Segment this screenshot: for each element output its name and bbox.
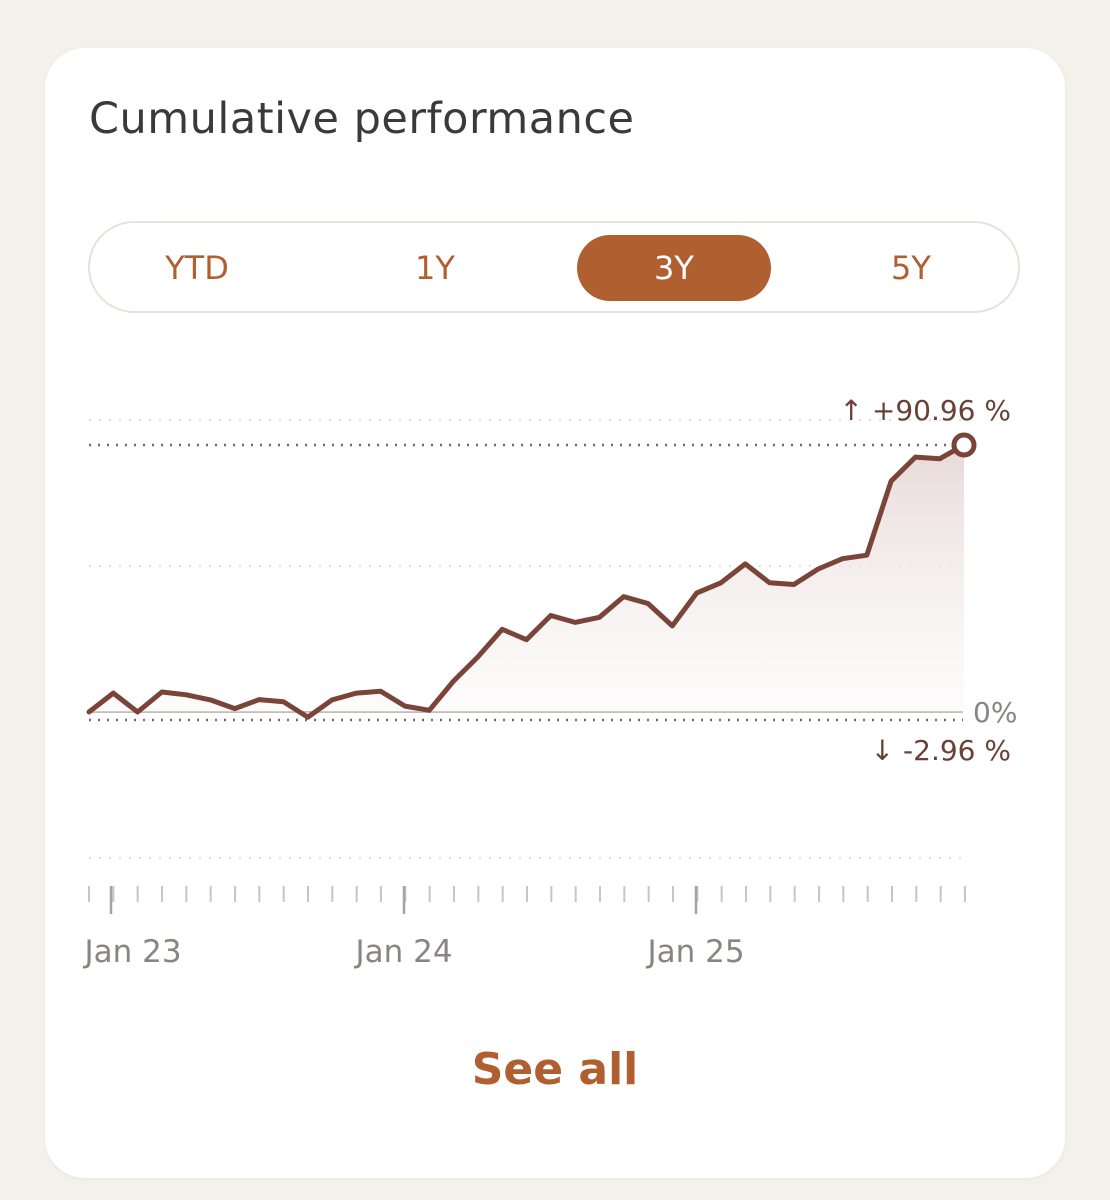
tab-5y[interactable]: 5Y [891,249,931,287]
see-all-link[interactable]: See all [471,1044,639,1095]
x-tick-label-jan23: Jan 23 [82,934,181,970]
x-tick-label-jan25: Jan 25 [645,934,744,970]
min-annotation: ↓ -2.96 % [871,734,1011,767]
x-tick-label-jan24: Jan 24 [353,934,452,970]
tab-1y[interactable]: 1Y [415,249,455,287]
card-title: Cumulative performance [89,94,635,144]
range-selector: YTD 1Y 3Y 5Y [88,221,1020,313]
performance-chart: ↑ +90.96 % ↓ -2.96 % 0% Jan 23 Jan 24 Ja… [82,394,1017,970]
tab-ytd[interactable]: YTD [165,249,229,287]
zero-axis-label: 0% [973,696,1017,729]
performance-area [89,445,964,718]
performance-line [86,442,967,720]
x-axis-ticks [88,886,966,914]
max-annotation: ↑ +90.96 % [840,394,1012,427]
cumulative-performance-card: Cumulative performance YTD 1Y 3Y 5Y ↑ +9… [45,48,1065,1178]
tab-3y[interactable]: 3Y [577,235,771,301]
latest-value-marker[interactable] [951,432,977,458]
